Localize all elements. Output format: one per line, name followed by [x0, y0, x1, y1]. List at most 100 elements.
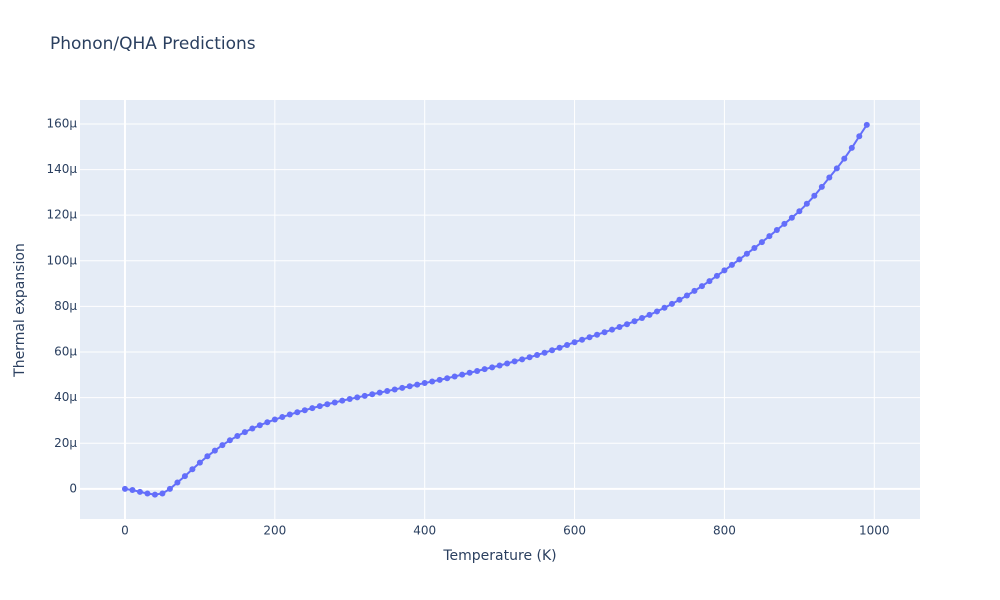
data-point — [451, 373, 458, 380]
data-point — [436, 376, 443, 383]
data-point — [519, 356, 526, 363]
y-tick-label: 120µ — [46, 208, 77, 222]
data-point — [773, 227, 780, 234]
data-point — [264, 419, 271, 426]
data-point — [421, 380, 428, 387]
chart-title: Phonon/QHA Predictions — [50, 34, 256, 54]
data-point — [661, 304, 668, 311]
data-point — [683, 292, 690, 299]
data-point — [826, 174, 833, 181]
data-point — [609, 326, 616, 333]
data-point — [668, 300, 675, 307]
data-point — [534, 352, 541, 359]
data-point — [234, 432, 241, 439]
data-point — [616, 323, 623, 330]
data-point — [541, 349, 548, 356]
y-axis-label: Thermal expansion — [12, 243, 28, 378]
data-point — [376, 389, 383, 396]
data-point — [181, 473, 188, 480]
data-point — [818, 183, 825, 190]
x-tick-label: 800 — [713, 524, 736, 538]
data-point — [241, 429, 248, 436]
data-point — [279, 414, 286, 421]
data-point — [803, 200, 810, 207]
data-point — [429, 378, 436, 385]
data-point — [354, 394, 361, 401]
data-point — [571, 339, 578, 346]
data-point — [369, 391, 376, 398]
data-point — [624, 321, 631, 328]
data-point — [564, 341, 571, 348]
y-tick-label: 140µ — [46, 162, 77, 176]
data-point — [653, 308, 660, 315]
data-point — [286, 411, 293, 418]
x-axis-label: Temperature (K) — [442, 548, 556, 564]
data-point — [833, 165, 840, 172]
x-tick-label: 0 — [121, 524, 129, 538]
data-point — [706, 278, 713, 285]
y-tick-label: 160µ — [46, 116, 77, 130]
y-tick-label: 40µ — [54, 390, 77, 404]
data-point — [271, 416, 278, 423]
data-point — [841, 155, 848, 162]
data-point — [361, 392, 368, 399]
data-point — [444, 375, 451, 382]
y-tick-label: 0 — [69, 481, 77, 495]
data-point — [474, 367, 481, 374]
data-point — [758, 239, 765, 246]
data-point — [129, 487, 136, 494]
data-point — [863, 121, 870, 128]
data-point — [788, 214, 795, 221]
data-point — [466, 369, 473, 376]
data-point — [586, 334, 593, 341]
data-point — [309, 405, 316, 412]
data-point — [121, 485, 128, 492]
data-point — [549, 347, 556, 354]
data-point — [136, 488, 143, 495]
data-point — [159, 490, 166, 497]
data-point — [781, 220, 788, 227]
data-point — [459, 371, 466, 378]
data-point — [166, 485, 173, 492]
x-tick-label: 400 — [413, 524, 436, 538]
data-point — [594, 331, 601, 338]
data-point — [481, 366, 488, 373]
x-tick-label: 200 — [263, 524, 286, 538]
data-point — [144, 490, 151, 497]
x-tick-label: 1000 — [859, 524, 890, 538]
data-point — [406, 383, 413, 390]
data-point — [766, 233, 773, 240]
data-point — [301, 407, 308, 414]
data-point — [151, 491, 158, 498]
data-point — [601, 329, 608, 336]
data-point — [811, 192, 818, 199]
data-point — [751, 245, 758, 252]
y-tick-label: 80µ — [54, 299, 77, 313]
data-point — [631, 318, 638, 325]
data-point — [496, 362, 503, 369]
data-point — [294, 409, 301, 416]
y-tick-label: 60µ — [54, 345, 77, 359]
data-point — [848, 144, 855, 151]
data-point — [721, 267, 728, 274]
data-point — [713, 272, 720, 279]
data-point — [399, 384, 406, 391]
y-tick-label: 100µ — [46, 253, 77, 267]
data-point — [196, 459, 203, 466]
data-point — [316, 403, 323, 410]
data-point — [256, 422, 263, 429]
data-point — [676, 296, 683, 303]
data-point — [249, 425, 256, 432]
data-point — [698, 283, 705, 290]
data-point — [346, 396, 353, 403]
data-point — [324, 401, 331, 408]
data-point — [646, 311, 653, 318]
data-point — [219, 442, 226, 449]
data-point — [638, 315, 645, 322]
data-point — [511, 358, 518, 365]
data-point — [796, 208, 803, 215]
data-point — [414, 381, 421, 388]
data-point — [189, 466, 196, 473]
data-point — [211, 447, 218, 454]
data-point — [526, 354, 533, 361]
